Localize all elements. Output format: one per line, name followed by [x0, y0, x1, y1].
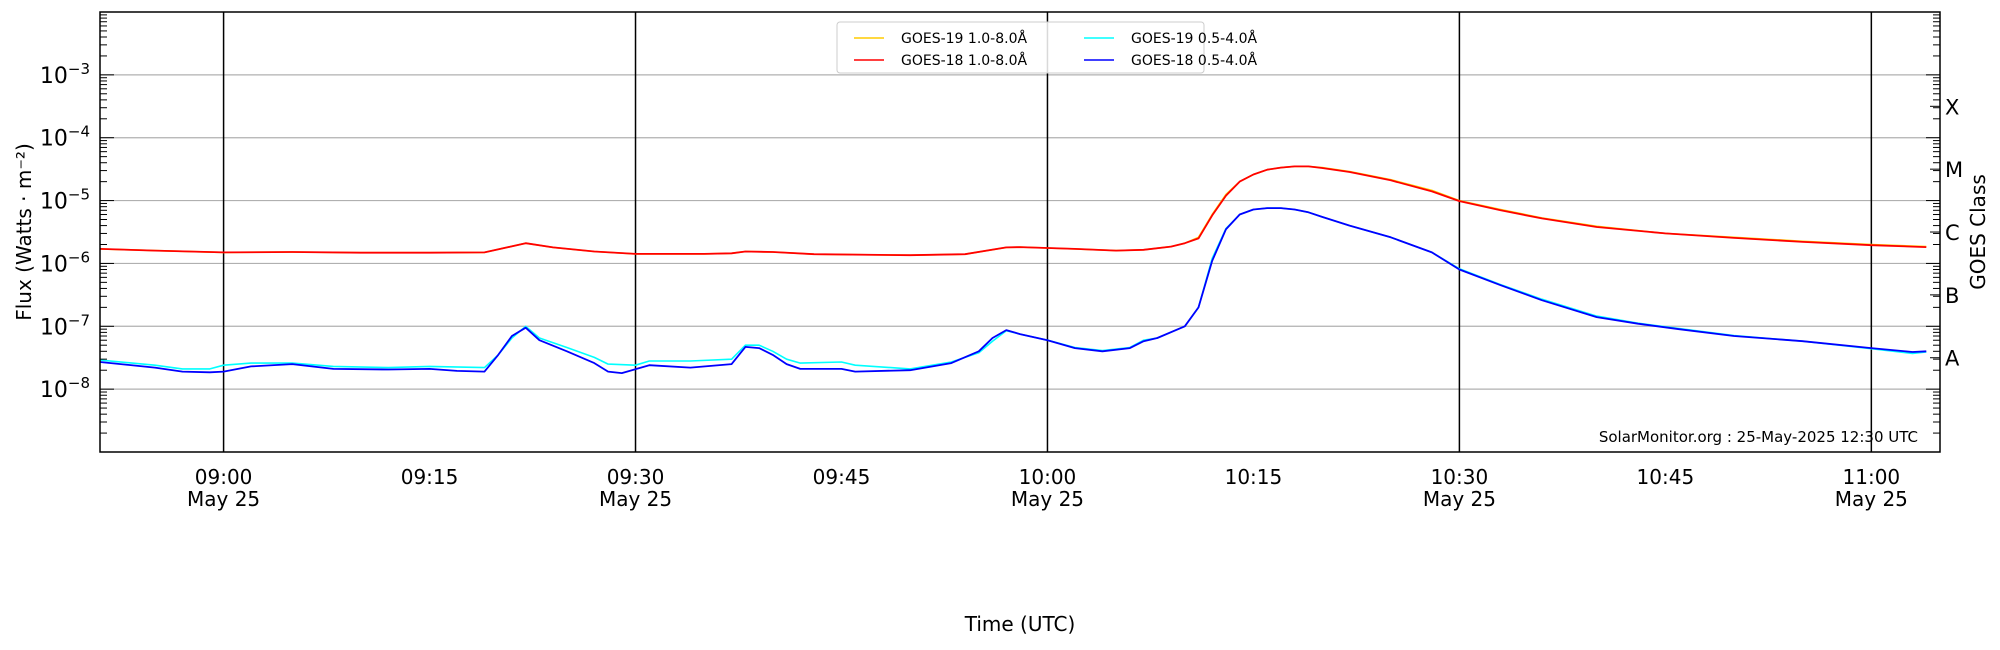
x-tick-label: 10:45	[1637, 465, 1695, 489]
series-line-1	[99, 165, 1927, 256]
x-tick-label: 09:45	[813, 465, 871, 489]
legend-label: GOES-19 1.0-8.0Å	[901, 30, 1027, 47]
x-axis-label: Time (UTC)	[964, 612, 1076, 636]
class-label-M: M	[1945, 158, 1963, 182]
x-tick-label: 09:15	[401, 465, 459, 489]
x-tick-date: May 25	[1423, 487, 1496, 511]
x-tick-date: May 25	[599, 487, 672, 511]
plot-frame	[99, 11, 1941, 453]
legend-label: GOES-18 1.0-8.0Å	[901, 52, 1027, 69]
x-tick-label: 11:00	[1843, 465, 1901, 489]
class-label-X: X	[1945, 95, 1959, 119]
source-annotation: SolarMonitor.org : 25-May-2025 12:30 UTC	[1599, 428, 1918, 446]
grid	[100, 12, 1940, 452]
y-tick-label: 10−7	[40, 311, 90, 340]
legend: GOES-19 1.0-8.0Å GOES-18 1.0-8.0Å GOES-19 …	[836, 21, 1257, 74]
y-tick-label: 10−4	[40, 123, 90, 152]
x-tick-label: 10:30	[1431, 465, 1489, 489]
series-lines	[99, 165, 1927, 375]
y-axis-label: Flux (Watts · m⁻²)	[12, 143, 36, 321]
y-tick-label: 10−8	[40, 374, 90, 403]
x-tick-label: 10:00	[1019, 465, 1077, 489]
x-tick-label: 09:30	[607, 465, 665, 489]
x-tick-label: 10:15	[1225, 465, 1283, 489]
right-axis-label: GOES Class	[1966, 174, 1990, 290]
legend-label: GOES-18 0.5-4.0Å	[1131, 52, 1257, 69]
x-tick-label: 09:00	[195, 465, 253, 489]
y-tick-label: 10−3	[40, 60, 90, 89]
class-label-B: B	[1945, 284, 1959, 308]
class-label-C: C	[1945, 221, 1960, 245]
y-tick-label: 10−6	[40, 248, 90, 277]
legend-label: GOES-19 0.5-4.0Å	[1131, 30, 1257, 47]
series-line-4	[99, 207, 1927, 375]
series-line-2	[99, 165, 1927, 257]
y-tick-label: 10−5	[40, 186, 90, 215]
class-label-A: A	[1945, 347, 1960, 371]
x-tick-date: May 25	[187, 487, 260, 511]
x-tick-date: May 25	[1011, 487, 1084, 511]
x-tick-date: May 25	[1835, 487, 1908, 511]
